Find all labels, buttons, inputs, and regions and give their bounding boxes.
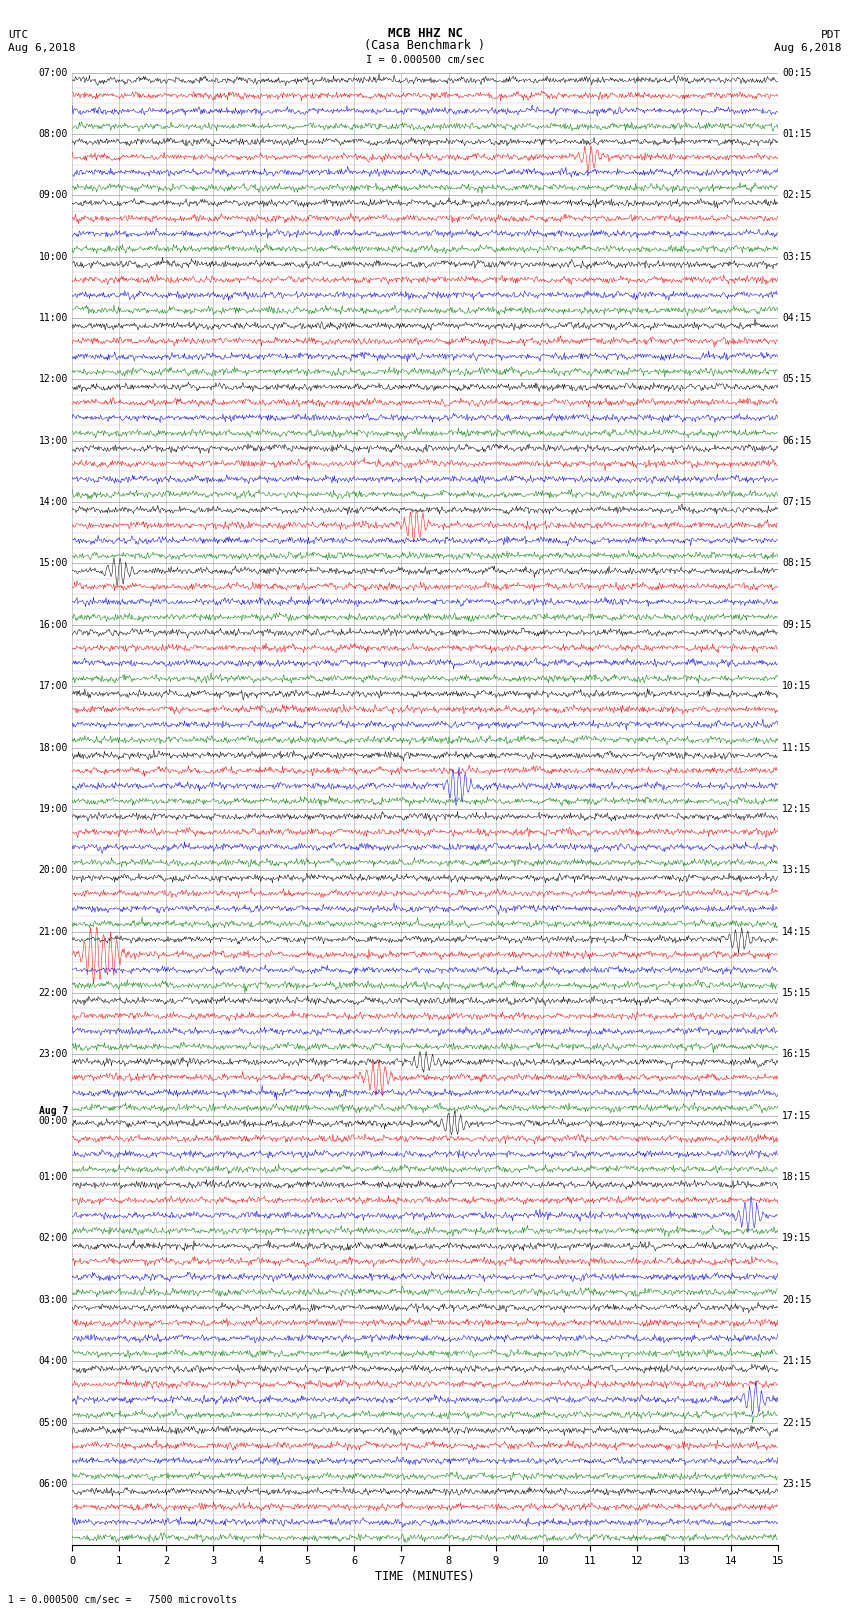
Text: 04:15: 04:15 [782, 313, 812, 323]
Text: 06:15: 06:15 [782, 436, 812, 445]
Text: 04:00: 04:00 [38, 1357, 68, 1366]
Text: 19:00: 19:00 [38, 803, 68, 815]
Text: 17:00: 17:00 [38, 681, 68, 692]
Text: (Casa Benchmark ): (Casa Benchmark ) [365, 39, 485, 52]
Text: 13:15: 13:15 [782, 865, 812, 876]
Text: 10:15: 10:15 [782, 681, 812, 692]
Text: 00:15: 00:15 [782, 68, 812, 77]
Text: 12:15: 12:15 [782, 803, 812, 815]
Text: 21:00: 21:00 [38, 926, 68, 937]
Text: 18:00: 18:00 [38, 742, 68, 753]
Text: UTC: UTC [8, 31, 29, 40]
Text: 1 = 0.000500 cm/sec =   7500 microvolts: 1 = 0.000500 cm/sec = 7500 microvolts [8, 1595, 238, 1605]
Text: 11:15: 11:15 [782, 742, 812, 753]
Text: Aug 6,2018: Aug 6,2018 [8, 44, 76, 53]
Text: 05:00: 05:00 [38, 1418, 68, 1428]
Text: 09:15: 09:15 [782, 619, 812, 629]
Text: PDT: PDT [821, 31, 842, 40]
Text: 22:15: 22:15 [782, 1418, 812, 1428]
Text: 21:15: 21:15 [782, 1357, 812, 1366]
Text: 15:15: 15:15 [782, 989, 812, 998]
Text: 23:15: 23:15 [782, 1479, 812, 1489]
Text: 03:15: 03:15 [782, 252, 812, 261]
Text: 13:00: 13:00 [38, 436, 68, 445]
Text: 14:15: 14:15 [782, 926, 812, 937]
Text: 05:15: 05:15 [782, 374, 812, 384]
Text: 23:00: 23:00 [38, 1050, 68, 1060]
Text: 10:00: 10:00 [38, 252, 68, 261]
Text: 06:00: 06:00 [38, 1479, 68, 1489]
Text: 15:00: 15:00 [38, 558, 68, 568]
Text: 03:00: 03:00 [38, 1295, 68, 1305]
Text: 17:15: 17:15 [782, 1111, 812, 1121]
Text: 22:00: 22:00 [38, 989, 68, 998]
Text: Aug 7: Aug 7 [38, 1107, 68, 1116]
Text: 01:15: 01:15 [782, 129, 812, 139]
Text: 20:15: 20:15 [782, 1295, 812, 1305]
Text: 08:00: 08:00 [38, 129, 68, 139]
Text: 02:15: 02:15 [782, 190, 812, 200]
Text: 07:15: 07:15 [782, 497, 812, 506]
Text: 16:15: 16:15 [782, 1050, 812, 1060]
Text: 14:00: 14:00 [38, 497, 68, 506]
Text: Aug 6,2018: Aug 6,2018 [774, 44, 842, 53]
Text: 19:15: 19:15 [782, 1234, 812, 1244]
Text: 07:00: 07:00 [38, 68, 68, 77]
Text: 09:00: 09:00 [38, 190, 68, 200]
Text: 00:00: 00:00 [38, 1116, 68, 1126]
X-axis label: TIME (MINUTES): TIME (MINUTES) [375, 1569, 475, 1582]
Text: 18:15: 18:15 [782, 1173, 812, 1182]
Text: MCB HHZ NC: MCB HHZ NC [388, 27, 462, 40]
Text: 01:00: 01:00 [38, 1173, 68, 1182]
Text: 11:00: 11:00 [38, 313, 68, 323]
Text: I = 0.000500 cm/sec: I = 0.000500 cm/sec [366, 55, 484, 65]
Text: 08:15: 08:15 [782, 558, 812, 568]
Text: 02:00: 02:00 [38, 1234, 68, 1244]
Text: 16:00: 16:00 [38, 619, 68, 629]
Text: 20:00: 20:00 [38, 865, 68, 876]
Text: 12:00: 12:00 [38, 374, 68, 384]
